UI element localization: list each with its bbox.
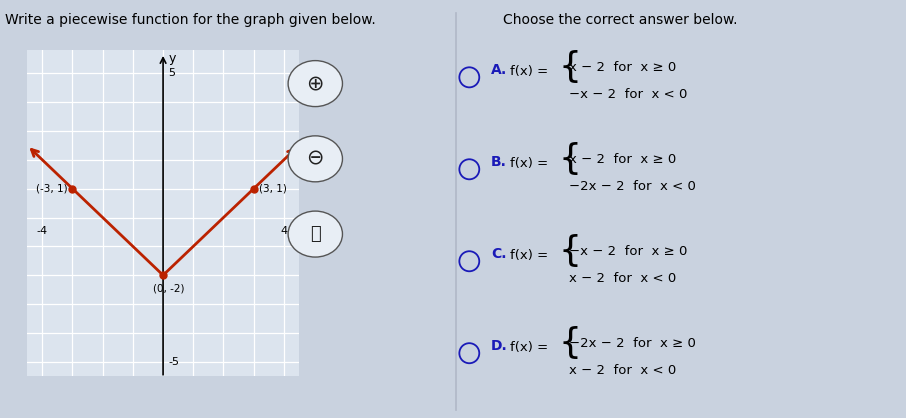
Text: x: x xyxy=(306,211,313,224)
Text: f(x) =: f(x) = xyxy=(510,65,548,78)
Text: D.: D. xyxy=(491,339,507,352)
Text: {: { xyxy=(558,326,581,360)
Text: f(x) =: f(x) = xyxy=(510,341,548,354)
Text: A.: A. xyxy=(491,63,507,76)
Text: (3, 1): (3, 1) xyxy=(259,184,287,194)
Text: f(x) =: f(x) = xyxy=(510,249,548,262)
Text: −2x − 2  for  x < 0: −2x − 2 for x < 0 xyxy=(569,180,696,193)
Text: ⊖: ⊖ xyxy=(306,149,324,169)
Text: (0, -2): (0, -2) xyxy=(153,284,184,294)
Text: x − 2  for  x ≥ 0: x − 2 for x ≥ 0 xyxy=(569,61,676,74)
Text: f(x) =: f(x) = xyxy=(510,157,548,170)
Text: ⧉: ⧉ xyxy=(310,225,321,243)
Text: Write a piecewise function for the graph given below.: Write a piecewise function for the graph… xyxy=(5,13,375,26)
Text: Choose the correct answer below.: Choose the correct answer below. xyxy=(503,13,737,26)
Text: x − 2  for  x ≥ 0: x − 2 for x ≥ 0 xyxy=(569,153,676,166)
Text: {: { xyxy=(558,234,581,268)
Text: -4: -4 xyxy=(37,226,48,236)
Text: {: { xyxy=(558,50,581,84)
Text: 4: 4 xyxy=(280,226,287,236)
Text: C.: C. xyxy=(491,247,506,260)
Text: −2x − 2  for  x ≥ 0: −2x − 2 for x ≥ 0 xyxy=(569,337,696,350)
Text: -5: -5 xyxy=(169,357,179,367)
Text: x − 2  for  x < 0: x − 2 for x < 0 xyxy=(569,272,676,285)
Text: ⊕: ⊕ xyxy=(306,74,324,94)
Text: 5: 5 xyxy=(169,68,176,78)
Text: {: { xyxy=(558,142,581,176)
Text: x − 2  for  x < 0: x − 2 for x < 0 xyxy=(569,364,676,377)
Text: y: y xyxy=(169,51,176,65)
Text: −x − 2  for  x < 0: −x − 2 for x < 0 xyxy=(569,88,688,101)
Text: −x − 2  for  x ≥ 0: −x − 2 for x ≥ 0 xyxy=(569,245,688,258)
Text: (-3, 1): (-3, 1) xyxy=(36,184,68,194)
Text: B.: B. xyxy=(491,155,507,168)
